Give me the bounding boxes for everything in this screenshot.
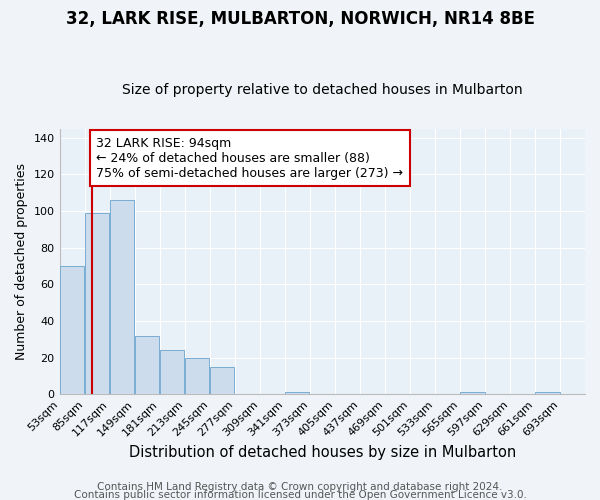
Bar <box>210 367 235 394</box>
Text: 32, LARK RISE, MULBARTON, NORWICH, NR14 8BE: 32, LARK RISE, MULBARTON, NORWICH, NR14 … <box>65 10 535 28</box>
Text: 32 LARK RISE: 94sqm
← 24% of detached houses are smaller (88)
75% of semi-detach: 32 LARK RISE: 94sqm ← 24% of detached ho… <box>97 136 403 180</box>
Bar <box>535 392 560 394</box>
Bar <box>285 392 310 394</box>
Text: Contains public sector information licensed under the Open Government Licence v3: Contains public sector information licen… <box>74 490 526 500</box>
Text: Contains HM Land Registry data © Crown copyright and database right 2024.: Contains HM Land Registry data © Crown c… <box>97 482 503 492</box>
Bar <box>135 336 159 394</box>
Bar <box>160 350 184 394</box>
Y-axis label: Number of detached properties: Number of detached properties <box>15 163 28 360</box>
Bar <box>460 392 485 394</box>
Bar <box>60 266 84 394</box>
Bar <box>85 213 109 394</box>
Bar <box>110 200 134 394</box>
Title: Size of property relative to detached houses in Mulbarton: Size of property relative to detached ho… <box>122 83 523 97</box>
X-axis label: Distribution of detached houses by size in Mulbarton: Distribution of detached houses by size … <box>128 445 516 460</box>
Bar <box>185 358 209 394</box>
